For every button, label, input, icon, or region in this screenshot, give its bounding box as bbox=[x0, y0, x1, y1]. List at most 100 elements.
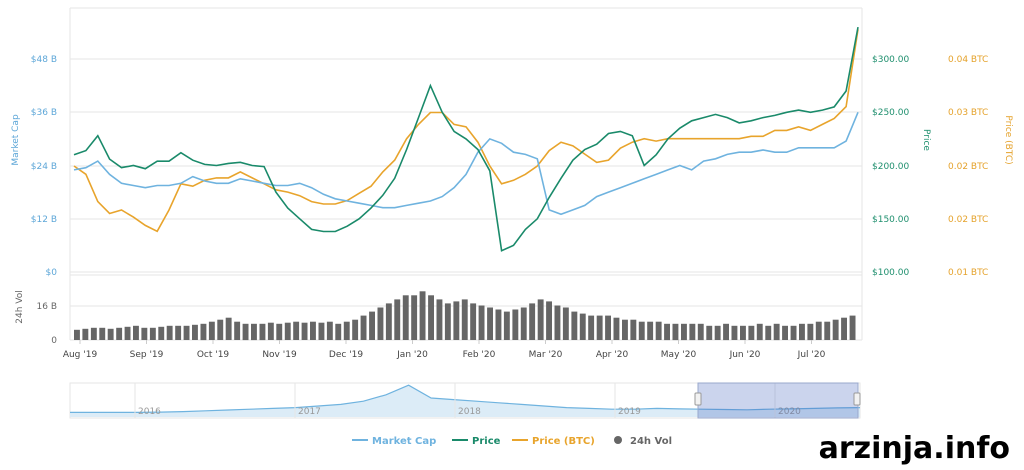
tick-label: 0.01 BTC bbox=[948, 268, 988, 278]
legend-item: Price (BTC) bbox=[532, 436, 595, 447]
volume-bar bbox=[158, 326, 165, 340]
volume-bar bbox=[832, 319, 839, 340]
navigator-handle bbox=[694, 392, 702, 406]
volume-bar bbox=[141, 327, 148, 340]
legend[interactable]: Market Cap Price Price (BTC) 24h Vol bbox=[352, 436, 672, 447]
volume-bar bbox=[453, 301, 460, 340]
tick-label: $250.00 bbox=[872, 108, 909, 118]
x-axis: Aug '19 Sep '19 Oct '19 Nov '19 Dec '19 Jan '… bbox=[63, 340, 826, 360]
tick-label: $0 bbox=[46, 268, 58, 278]
series-lines bbox=[73, 26, 859, 252]
volume-bar bbox=[149, 327, 156, 340]
volume-bar bbox=[647, 321, 654, 340]
tick-label: 0 bbox=[51, 336, 57, 346]
volume-bar bbox=[799, 323, 805, 341]
navigator-handle bbox=[853, 392, 861, 406]
volume-bar bbox=[259, 323, 266, 341]
volume-bar bbox=[529, 303, 536, 340]
volume-bar bbox=[748, 325, 755, 340]
volume-bar bbox=[301, 322, 308, 340]
x-tick-label: May '20 bbox=[661, 350, 697, 360]
volume-bar bbox=[107, 328, 114, 340]
legend-item: Price bbox=[472, 436, 501, 447]
volume-bar bbox=[546, 301, 552, 340]
volume-bar bbox=[512, 309, 519, 340]
navigator-year: 2016 bbox=[138, 407, 161, 417]
volume-bar bbox=[841, 317, 847, 340]
volume-bar bbox=[99, 327, 106, 340]
volume-bar bbox=[723, 323, 729, 341]
volume-bar bbox=[824, 321, 831, 340]
volume-bars bbox=[74, 291, 856, 341]
price-line bbox=[73, 26, 859, 252]
x-tick-label: Oct '19 bbox=[197, 350, 230, 360]
volume-bar bbox=[588, 315, 595, 340]
tick-label: $12 B bbox=[31, 215, 57, 225]
x-tick-label: Jun '20 bbox=[729, 350, 761, 360]
price-axis: $300.00 $250.00 $200.00 $150.00 $100.00 Price bbox=[872, 55, 931, 278]
volume-bar bbox=[411, 295, 418, 340]
tick-label: $100.00 bbox=[872, 268, 909, 278]
navigator-selection bbox=[697, 382, 859, 419]
volume-bar bbox=[276, 323, 283, 341]
volume-bar bbox=[436, 299, 443, 340]
volume-bar bbox=[571, 311, 578, 340]
market-cap-line bbox=[73, 111, 859, 216]
x-tick-label: Feb '20 bbox=[463, 350, 496, 360]
volume-bar bbox=[369, 311, 375, 340]
volume-bar bbox=[310, 321, 316, 340]
volume-bar bbox=[554, 305, 561, 340]
volume-bar bbox=[622, 319, 628, 340]
volume-bar bbox=[444, 303, 451, 340]
volume-bar bbox=[402, 295, 409, 340]
volume-bar bbox=[579, 313, 586, 340]
volume-bar bbox=[183, 325, 190, 340]
tick-label: 16 B bbox=[37, 302, 58, 312]
x-tick-label: Dec '19 bbox=[329, 350, 363, 360]
volume-bar bbox=[756, 323, 763, 341]
volume-bar bbox=[672, 323, 679, 341]
volume-bar bbox=[335, 323, 342, 341]
volume-bar bbox=[293, 321, 300, 340]
volume-bar bbox=[782, 325, 788, 340]
volume-bar bbox=[225, 317, 232, 340]
legend-marker bbox=[614, 436, 622, 444]
axis-title: 24h Vol bbox=[15, 290, 25, 323]
volume-bar bbox=[428, 295, 434, 340]
axis-title: Market Cap bbox=[11, 114, 21, 166]
tick-label: $36 B bbox=[31, 108, 57, 118]
navigator-year: 2017 bbox=[298, 407, 321, 417]
volume-bar bbox=[613, 317, 620, 340]
tick-label: $300.00 bbox=[872, 55, 909, 65]
legend-item: 24h Vol bbox=[630, 436, 672, 447]
volume-bar bbox=[284, 322, 291, 340]
volume-bar bbox=[605, 315, 611, 340]
volume-bar bbox=[394, 299, 401, 340]
tick-label: 0.02 BTC bbox=[948, 215, 988, 225]
volume-bar bbox=[487, 307, 493, 340]
volume-bar bbox=[503, 311, 510, 340]
tick-label: $24 B bbox=[31, 162, 57, 172]
volume-bar bbox=[242, 323, 249, 341]
volume-bar bbox=[849, 315, 856, 340]
volume-bar bbox=[495, 309, 502, 340]
price-btc-axis: 0.04 BTC 0.03 BTC 0.02 BTC 0.02 BTC 0.01 BTC… bbox=[948, 55, 1013, 278]
volume-bar bbox=[478, 305, 485, 340]
volume-bar bbox=[82, 328, 89, 340]
price-btc-line bbox=[73, 29, 859, 233]
tick-label: $48 B bbox=[31, 55, 57, 65]
axis-title: Price (BTC) bbox=[1003, 115, 1013, 164]
volume-bar bbox=[655, 321, 662, 340]
volume-bar bbox=[133, 325, 139, 340]
volume-bar bbox=[740, 325, 746, 340]
navigator-line bbox=[70, 384, 861, 413]
volume-bar bbox=[638, 321, 645, 340]
volume-bar bbox=[74, 329, 80, 340]
navigator-year: 2018 bbox=[458, 407, 481, 417]
legend-item: Market Cap bbox=[372, 436, 436, 447]
volume-bar bbox=[116, 327, 123, 340]
volume-bar bbox=[90, 327, 97, 340]
volume-bar bbox=[765, 325, 772, 340]
